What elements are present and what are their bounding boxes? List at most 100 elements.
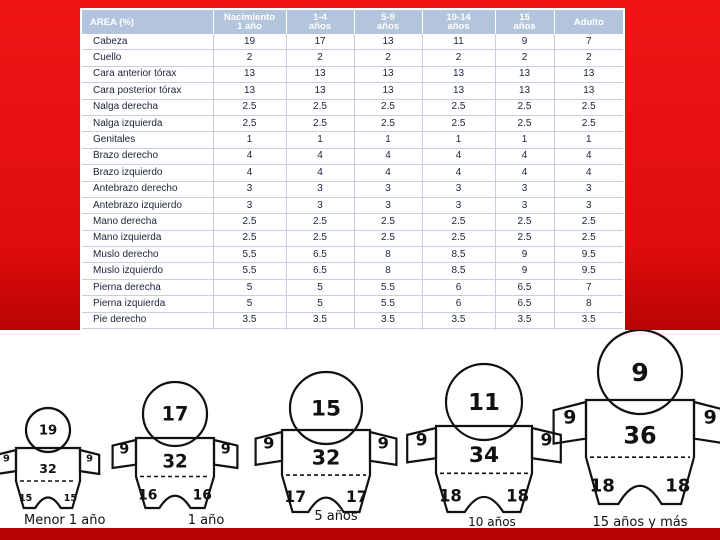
area-percent-cell: 8: [554, 295, 623, 313]
figure-caption: 15 años y más: [593, 515, 688, 528]
area-percent-cell: 3.5: [495, 312, 555, 330]
area-percent-cell: 4: [554, 164, 623, 182]
area-percent-cell: 4: [354, 164, 423, 182]
right-arm-outline: [406, 426, 438, 464]
area-percent-cell: 1: [495, 131, 555, 149]
area-percent-cell: 2.5: [213, 213, 287, 231]
area-percent-cell: 13: [554, 66, 623, 84]
area-percent-cell: 8: [354, 262, 423, 280]
area-percent-cell: 5: [213, 295, 287, 313]
area-percent-cell: 3: [286, 181, 355, 198]
area-percent-cell: 6: [422, 295, 496, 313]
area-percent-cell: 2.5: [495, 99, 555, 116]
area-percent-cell: 1: [286, 131, 355, 149]
area-percent-cell: 13: [495, 66, 555, 84]
left-leg-percent: 15: [64, 493, 77, 504]
head-outline: [141, 380, 209, 448]
area-percent-cell: 9.5: [554, 262, 623, 280]
area-percent-cell: 5.5: [354, 279, 423, 297]
left-arm-percent: 9: [86, 453, 93, 464]
area-percent-cell: 13: [286, 82, 355, 100]
area-percent-cell: 13: [554, 82, 623, 100]
table-body: Cabeza 19 17 13 11 9 7 Cuello 2 2 2 2 2 2 Cara anterio…: [82, 34, 623, 346]
area-percent-cell: 3: [554, 197, 623, 215]
area-percent-cell: 7: [554, 34, 623, 51]
table-header-row: AREA (%) Nacimiento 1 año 1-4 años 5-9 años…: [82, 10, 623, 34]
table-row: Pie derecho 3.5 3.5 3.5 3.5 3.5 3.5: [82, 312, 623, 330]
area-percent-cell: 9: [495, 34, 555, 51]
trunk-outline: [434, 424, 534, 514]
body-area-label: Antebrazo izquierdo: [82, 197, 214, 215]
table-row: Brazo izquierdo 4 4 4 4 4 4: [82, 164, 623, 182]
area-percent-cell: 2.5: [286, 99, 355, 116]
header-age-5: 15 años: [495, 10, 555, 34]
body-area-label: Cuello: [82, 49, 214, 67]
head-percent: 17: [162, 403, 189, 426]
area-percent-cell: 13: [354, 34, 423, 51]
left-arm-outline: [530, 426, 562, 464]
area-percent-cell: 3: [286, 197, 355, 215]
table-row: Antebrazo derecho 3 3 3 3 3 3: [82, 181, 623, 198]
area-percent-cell: 9: [495, 262, 555, 280]
left-arm-percent: 9: [221, 442, 231, 458]
head-percent: 9: [631, 358, 649, 387]
area-percent-cell: 4: [213, 164, 287, 182]
area-percent-cell: 13: [354, 82, 423, 100]
trunk-outline: [134, 436, 216, 510]
trunk-percent: 32: [39, 461, 56, 476]
body-area-label: Cara anterior tórax: [82, 66, 214, 84]
table-row: Mano derecha 2.5 2.5 2.5 2.5 2.5 2.5: [82, 213, 623, 231]
area-percent-cell: 2.5: [422, 115, 496, 133]
trunk-outline: [584, 398, 696, 506]
burn-area-table: AREA (%) Nacimiento 1 año 1-4 años 5-9 años…: [82, 10, 623, 346]
right-arm-outline: [0, 448, 18, 475]
area-percent-cell: 2.5: [213, 115, 287, 133]
body-area-label: Nalga derecha: [82, 99, 214, 116]
body-area-label: Brazo izquierdo: [82, 164, 214, 182]
area-percent-cell: 2.5: [554, 115, 623, 133]
head-percent: 15: [311, 397, 341, 422]
table-row: Cuello 2 2 2 2 2 2: [82, 49, 623, 67]
trunk-outline: [280, 428, 372, 514]
area-percent-cell: 2: [554, 49, 623, 67]
area-percent-cell: 4: [495, 148, 555, 166]
right-leg-percent: 15: [19, 493, 32, 504]
right-arm-percent: 9: [416, 430, 428, 450]
area-percent-cell: 4: [286, 164, 355, 182]
area-percent-cell: 2.5: [495, 213, 555, 231]
area-percent-cell: 4: [213, 148, 287, 166]
area-percent-cell: 6.5: [286, 262, 355, 280]
area-percent-cell: 2.5: [554, 99, 623, 116]
head-outline: [24, 406, 72, 454]
area-percent-cell: 8: [354, 246, 423, 264]
area-percent-cell: 4: [422, 164, 496, 182]
area-percent-cell: 1: [354, 131, 423, 149]
figure-caption: 1 año: [188, 513, 225, 528]
table-row: Brazo derecho 4 4 4 4 4 4: [82, 148, 623, 166]
right-arm-percent: 9: [563, 406, 576, 428]
right-leg-percent: 17: [284, 488, 306, 506]
body-area-label: Pierna izquierda: [82, 295, 214, 313]
area-percent-cell: 2.5: [422, 213, 496, 231]
body-area-label: Brazo derecho: [82, 148, 214, 166]
right-leg-percent: 16: [138, 488, 157, 504]
area-percent-cell: 3.5: [422, 312, 496, 330]
area-percent-cell: 13: [422, 82, 496, 100]
area-percent-cell: 4: [554, 148, 623, 166]
area-percent-cell: 2.5: [286, 115, 355, 133]
area-percent-cell: 3: [554, 181, 623, 198]
table-row: Cabeza 19 17 13 11 9 7: [82, 34, 623, 51]
area-percent-cell: 3: [495, 197, 555, 215]
area-percent-cell: 1: [422, 131, 496, 149]
area-percent-cell: 9.5: [554, 246, 623, 264]
left-arm-percent: 9: [378, 433, 389, 452]
right-arm-percent: 9: [3, 453, 10, 464]
body-area-label: Cabeza: [82, 34, 214, 51]
left-leg-percent: 17: [346, 488, 368, 506]
body-area-label: Muslo derecho: [82, 246, 214, 264]
right-arm-outline: [254, 430, 284, 467]
area-percent-cell: 3: [213, 197, 287, 215]
area-percent-cell: 19: [213, 34, 287, 51]
table-row: Pierna izquierda 5 5 5.5 6 6.5 8: [82, 295, 623, 313]
